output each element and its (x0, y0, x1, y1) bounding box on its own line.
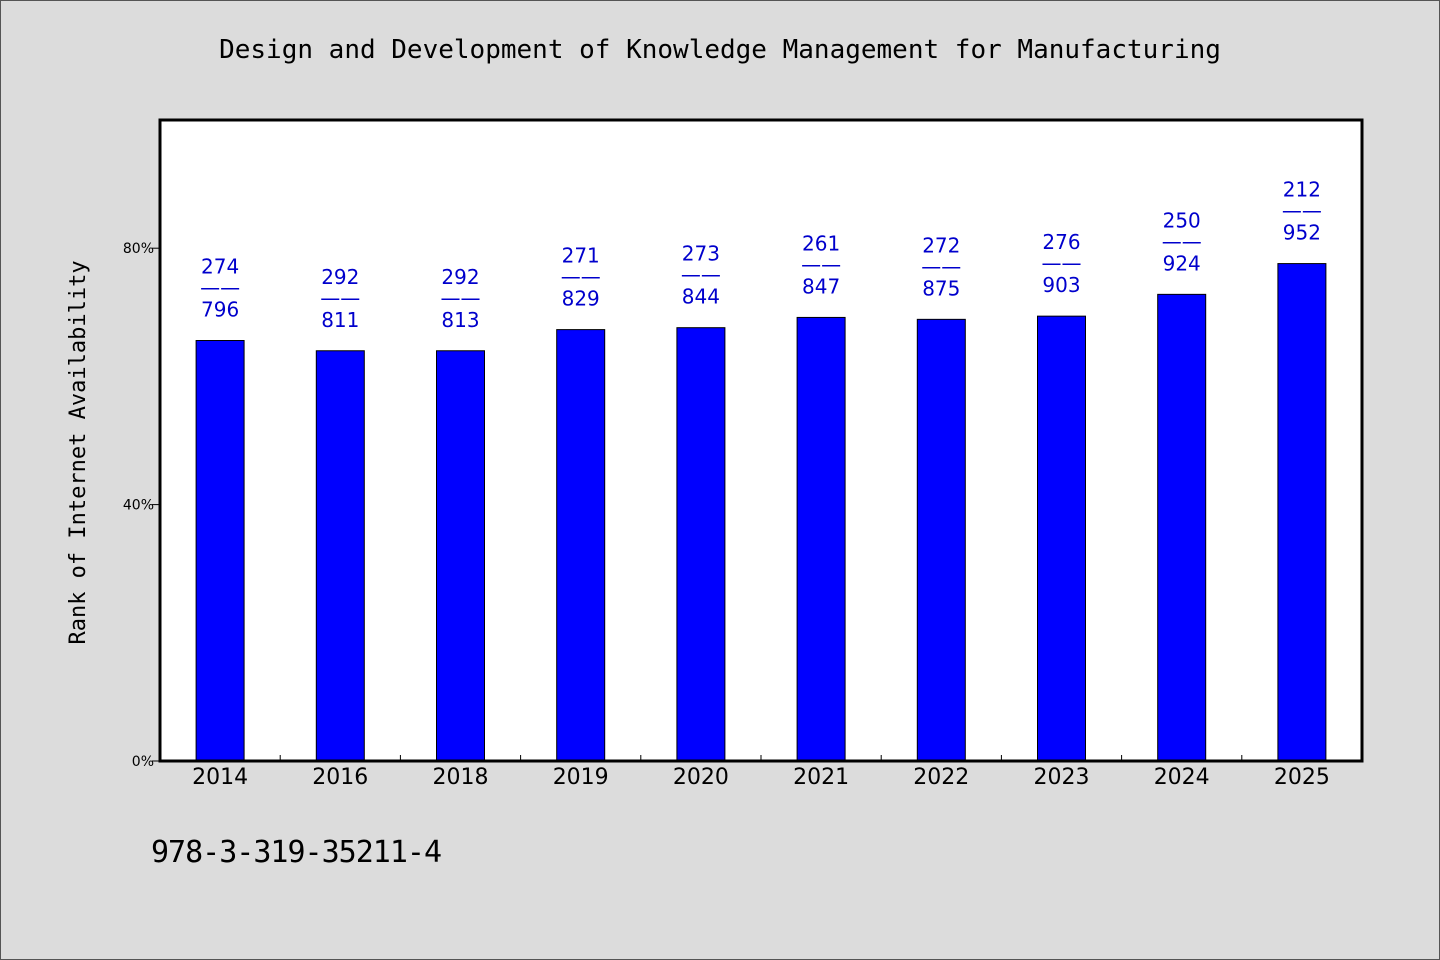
data-label-separator: —— (200, 276, 240, 300)
data-label-bottom: 811 (321, 308, 359, 332)
bar[interactable] (556, 329, 606, 762)
chart-title: Design and Development of Knowledge Mana… (219, 35, 1221, 65)
data-label-top: 250 (1163, 208, 1201, 232)
data-label-bottom: 924 (1163, 251, 1201, 275)
data-label-top: 292 (441, 265, 479, 289)
bar[interactable] (315, 350, 365, 762)
bar[interactable] (796, 316, 846, 762)
bar[interactable] (676, 327, 726, 762)
data-label-bottom: 847 (802, 274, 840, 298)
data-label-top: 274 (201, 255, 239, 279)
x-tick-label: 2019 (553, 765, 609, 790)
y-tick-label: 40% (123, 498, 154, 514)
data-label-top: 271 (562, 244, 600, 268)
data-label-bottom: 952 (1283, 221, 1321, 245)
y-tick-label: 80% (123, 241, 154, 257)
data-label-top: 272 (922, 233, 960, 257)
data-label-separator: —— (320, 286, 360, 310)
x-tick-label: 2020 (673, 765, 729, 790)
x-tick-label: 2024 (1154, 765, 1210, 790)
data-label-separator: —— (801, 252, 841, 276)
x-tick-label: 2023 (1034, 765, 1090, 790)
bar[interactable] (436, 350, 485, 762)
data-label-separator: —— (1282, 199, 1322, 223)
x-tick-label: 2022 (913, 765, 969, 790)
data-label-top: 261 (802, 231, 840, 255)
x-tick-label: 2016 (312, 765, 368, 790)
x-tick-label: 2021 (793, 765, 849, 790)
x-tick-label: 2014 (192, 765, 248, 790)
bar[interactable] (1157, 293, 1207, 762)
y-axis-label: Rank of Internet Availability (66, 260, 91, 644)
bar[interactable] (195, 340, 245, 762)
data-label-separator: —— (441, 286, 481, 310)
data-label-top: 273 (682, 242, 720, 266)
y-tick-label: 0% (132, 754, 154, 770)
bar[interactable] (1037, 315, 1086, 762)
bar[interactable] (916, 318, 966, 762)
data-label-bottom: 813 (441, 308, 479, 332)
data-label-bottom: 875 (922, 276, 960, 300)
data-label-bottom: 844 (682, 285, 720, 309)
x-tick-label: 2025 (1274, 765, 1330, 790)
isbn-text: 978-3-319-35211-4 (151, 835, 442, 870)
bar[interactable] (1277, 263, 1327, 762)
data-label-separator: —— (1162, 229, 1202, 253)
data-label-bottom: 829 (562, 287, 600, 311)
data-label-separator: —— (561, 265, 601, 289)
x-tick-label: 2018 (433, 765, 489, 790)
data-label-separator: —— (921, 254, 961, 278)
data-label-bottom: 903 (1042, 273, 1080, 297)
data-label-bottom: 796 (201, 298, 239, 322)
data-label-top: 212 (1283, 178, 1321, 202)
data-label-top: 276 (1042, 230, 1080, 254)
plot-border (158, 118, 1364, 763)
data-label-separator: —— (681, 263, 721, 287)
data-label-top: 292 (321, 265, 359, 289)
data-label-separator: —— (1042, 251, 1082, 275)
